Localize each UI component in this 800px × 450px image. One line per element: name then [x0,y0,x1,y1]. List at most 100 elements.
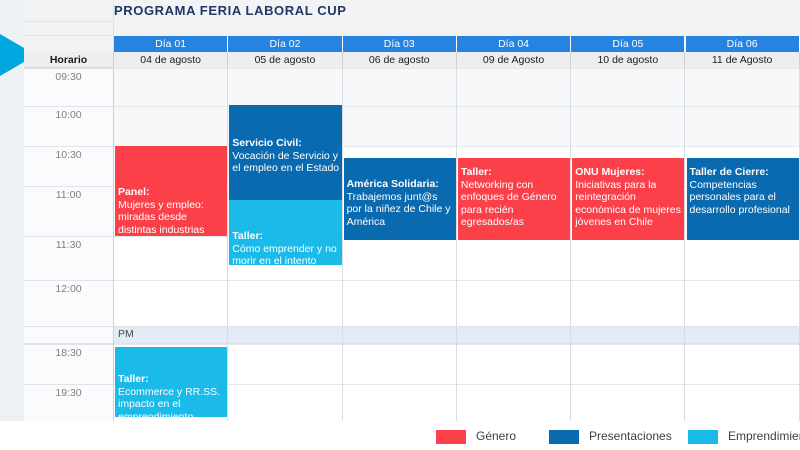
time-column-header: Horario [24,52,114,68]
event-description: Vocación de Servicio y el empleo en el E… [232,149,340,175]
grid-column-2 [228,68,343,421]
day-header-1: Día 01 [114,36,229,52]
legend-label: Presentaciones [589,429,672,443]
event-text: Taller de Cierre: Competencias personales… [690,166,797,216]
bottom-fill [0,421,800,424]
grid-column-6 [686,68,800,421]
date-header-1: 04 de agosto [114,52,229,68]
time-label-1830: 18:30 [24,344,113,384]
time-label-0930: 09:30 [24,68,113,106]
time-label-text: 19:30 [55,387,82,399]
time-label-text: 11:30 [55,239,82,251]
event-description: Cómo emprender y no morir en el intento [232,242,337,265]
grid-row-shade [114,68,800,106]
date-header-3: 06 de agosto [343,52,457,68]
time-label-1930: 19:30 [24,384,113,421]
event-description: Trabajemos junt@s por la niñez de Chile … [346,190,451,228]
day-header-4: Día 04 [456,36,572,52]
grid-column-3 [343,68,457,421]
schedule-grid: PM Panel: Mujeres y empleo: miradas desde … [114,68,800,421]
gutter-cap-top [24,0,113,22]
time-label-text: 18:30 [55,347,82,359]
time-label-text: 10:00 [55,109,82,121]
time-label-1030: 10:30 [24,146,113,186]
grid-column-4 [457,68,572,421]
event-text: Taller: Cómo emprender y no morir en el i… [232,230,339,265]
event-description: Mujeres y empleo: miradas desde distinta… [118,198,205,236]
event-description: Competencias personales para el desarrol… [689,178,790,216]
grid-row [114,68,800,106]
event-block[interactable]: Servicio Civil: Vocación de Servicio y el… [229,105,342,200]
grid-row [114,186,800,236]
grid-row [114,384,800,421]
event-description: Ecommerce y RR.SS. impacto en el emprend… [118,385,221,417]
grid-row-shade [114,146,800,186]
time-label-1130: 11:30 [24,236,113,280]
event-block[interactable]: ONU Mujeres: Iniciativas para la reintegr… [572,158,685,240]
grid-row-shade [114,106,800,146]
time-label-1200: 12:00 [24,280,113,326]
event-block[interactable]: Taller: Cómo emprender y no morir en el i… [229,200,342,265]
event-title: Panel: [118,186,150,198]
event-text: Taller: Networking con enfoques de Género… [461,166,568,229]
event-text: Servicio Civil: Vocación de Servicio y el… [232,137,339,175]
grid-row [114,236,800,280]
grid-column-5 [571,68,686,421]
event-block[interactable]: Panel: Mujeres y empleo: miradas desde di… [115,146,228,236]
event-title: Taller de Cierre: [689,166,769,178]
event-title: Taller: [232,230,264,242]
time-label-text: 09:30 [55,71,82,83]
legend: Género Presentaciones Emprendimiento [0,424,800,450]
event-text: América Solidaria: Trabajemos junt@s por … [347,178,454,228]
grid-row [114,344,800,384]
grid-row [114,280,800,326]
event-description: Iniciativas para la reintegración económ… [575,178,681,229]
legend-swatch [436,430,466,444]
gutter-cap-mid [24,22,113,36]
grid-row [114,106,800,146]
date-header-6: 11 de Agosto [686,52,800,68]
event-text: Taller: Ecommerce y RR.SS. impacto en el … [118,373,225,417]
day-header-2: Día 02 [228,36,343,52]
day-header-3: Día 03 [342,36,457,52]
day-header-6: Día 06 [685,36,800,52]
time-label-1100: 11:00 [24,186,113,236]
day-header-5: Día 05 [571,36,686,52]
legend-swatch [549,430,579,444]
title-row: PROGRAMA FERIA LABORAL CUP [114,0,800,23]
event-title: América Solidaria: [346,178,439,190]
event-block[interactable]: América Solidaria: Trabajemos junt@s por … [343,158,456,240]
time-column: 09:30 10:00 10:30 11:00 11:30 12:00 18:30 19:30 [24,68,114,421]
pm-label: PM [118,328,134,340]
event-title: ONU Mujeres: [575,166,645,178]
time-label-1000: 10:00 [24,106,113,146]
time-label-text: 12:00 [55,283,82,295]
schedule-sheet: PROGRAMA FERIA LABORAL CUP Día 01 Día 02 D… [114,0,800,421]
date-header-5: 10 de agosto [571,52,686,68]
event-block[interactable]: Taller de Cierre: Competencias personales… [686,158,799,240]
page-title: PROGRAMA FERIA LABORAL CUP [114,3,347,18]
legend-label: Emprendimiento [728,429,800,443]
event-description: Networking con enfoques de Género para r… [460,178,557,229]
legend-swatch [688,430,718,444]
spacer-row [114,22,800,37]
day-header-band: Día 01 Día 02 Día 03 Día 04 Día 05 Día 06 [114,36,800,52]
date-header-2: 05 de agosto [228,52,343,68]
event-text: ONU Mujeres: Iniciativas para la reintegr… [575,166,682,229]
date-header-4: 09 de Agosto [457,52,572,68]
time-label-text: 10:30 [55,149,82,161]
pm-divider-row: PM [114,326,800,344]
date-header-band: 04 de agosto 05 de agosto 06 de agosto 09 d… [114,52,800,69]
legend-label: Género [476,429,517,443]
event-title: Taller: [460,166,492,178]
time-label-text: 11:00 [55,189,82,201]
grid-row [114,146,800,186]
event-block[interactable]: Taller: Networking con enfoques de Género… [457,158,571,240]
time-column-pm-gap [24,326,113,344]
event-block[interactable]: Taller: Ecommerce y RR.SS. impacto en el … [115,347,228,417]
event-title: Servicio Civil: [232,137,302,149]
event-title: Taller: [118,373,149,385]
event-text: Panel: Mujeres y empleo: miradas desde di… [118,186,225,236]
gutter-cap [24,0,114,52]
